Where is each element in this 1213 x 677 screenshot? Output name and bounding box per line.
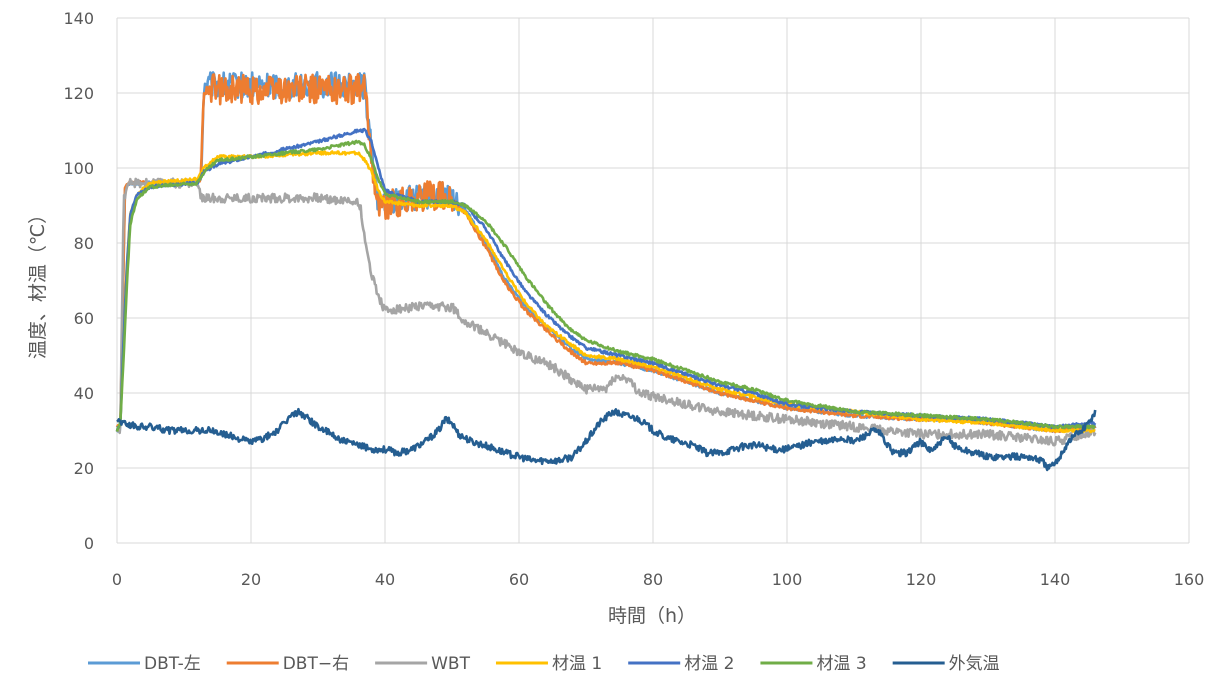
legend-label: WBT: [431, 654, 470, 674]
x-tick-label: 120: [906, 570, 937, 589]
y-tick-label: 100: [63, 159, 94, 178]
x-tick-label: 60: [509, 570, 529, 589]
x-tick-label: 80: [643, 570, 663, 589]
y-axis-tick-labels: 0 20 40 60 80 100 120 140: [63, 9, 94, 553]
x-tick-label: 140: [1040, 570, 1071, 589]
series-line: [115, 73, 1097, 434]
legend-label: 外気温: [949, 654, 1000, 674]
legend-label: DBT−右: [283, 654, 349, 674]
y-axis-label: 温度、材温（℃）: [27, 205, 49, 359]
series-line: [116, 407, 1097, 472]
series-line: [116, 71, 1097, 434]
series-line: [115, 139, 1096, 432]
x-tick-label: 20: [241, 570, 261, 589]
y-tick-label: 60: [74, 309, 94, 328]
y-tick-label: 140: [63, 9, 94, 28]
x-tick-label: 40: [375, 570, 395, 589]
x-tick-label: 100: [772, 570, 803, 589]
series-lines: [115, 71, 1097, 472]
y-tick-label: 0: [84, 534, 94, 553]
legend-label: 材温 1: [552, 654, 602, 674]
series-line: [115, 177, 1097, 447]
legend-label: DBT-左: [144, 654, 201, 674]
x-tick-label: 0: [112, 570, 122, 589]
x-axis-label: 時間（h）: [608, 605, 696, 627]
y-tick-label: 20: [74, 459, 94, 478]
legend-label: 材温 3: [816, 654, 866, 674]
legend-label: 材温 2: [684, 654, 734, 674]
x-axis-tick-labels: 0 20 40 60 80 100 120 140 160: [112, 570, 1204, 589]
y-tick-label: 120: [63, 84, 94, 103]
x-tick-label: 160: [1174, 570, 1205, 589]
y-tick-label: 80: [74, 234, 94, 253]
legend: DBT-左 DBT−右 WBT 材温 1 材温 2 材温 3 外気温: [88, 654, 1000, 674]
y-tick-label: 40: [74, 384, 94, 403]
grid-lines: [116, 17, 1190, 544]
